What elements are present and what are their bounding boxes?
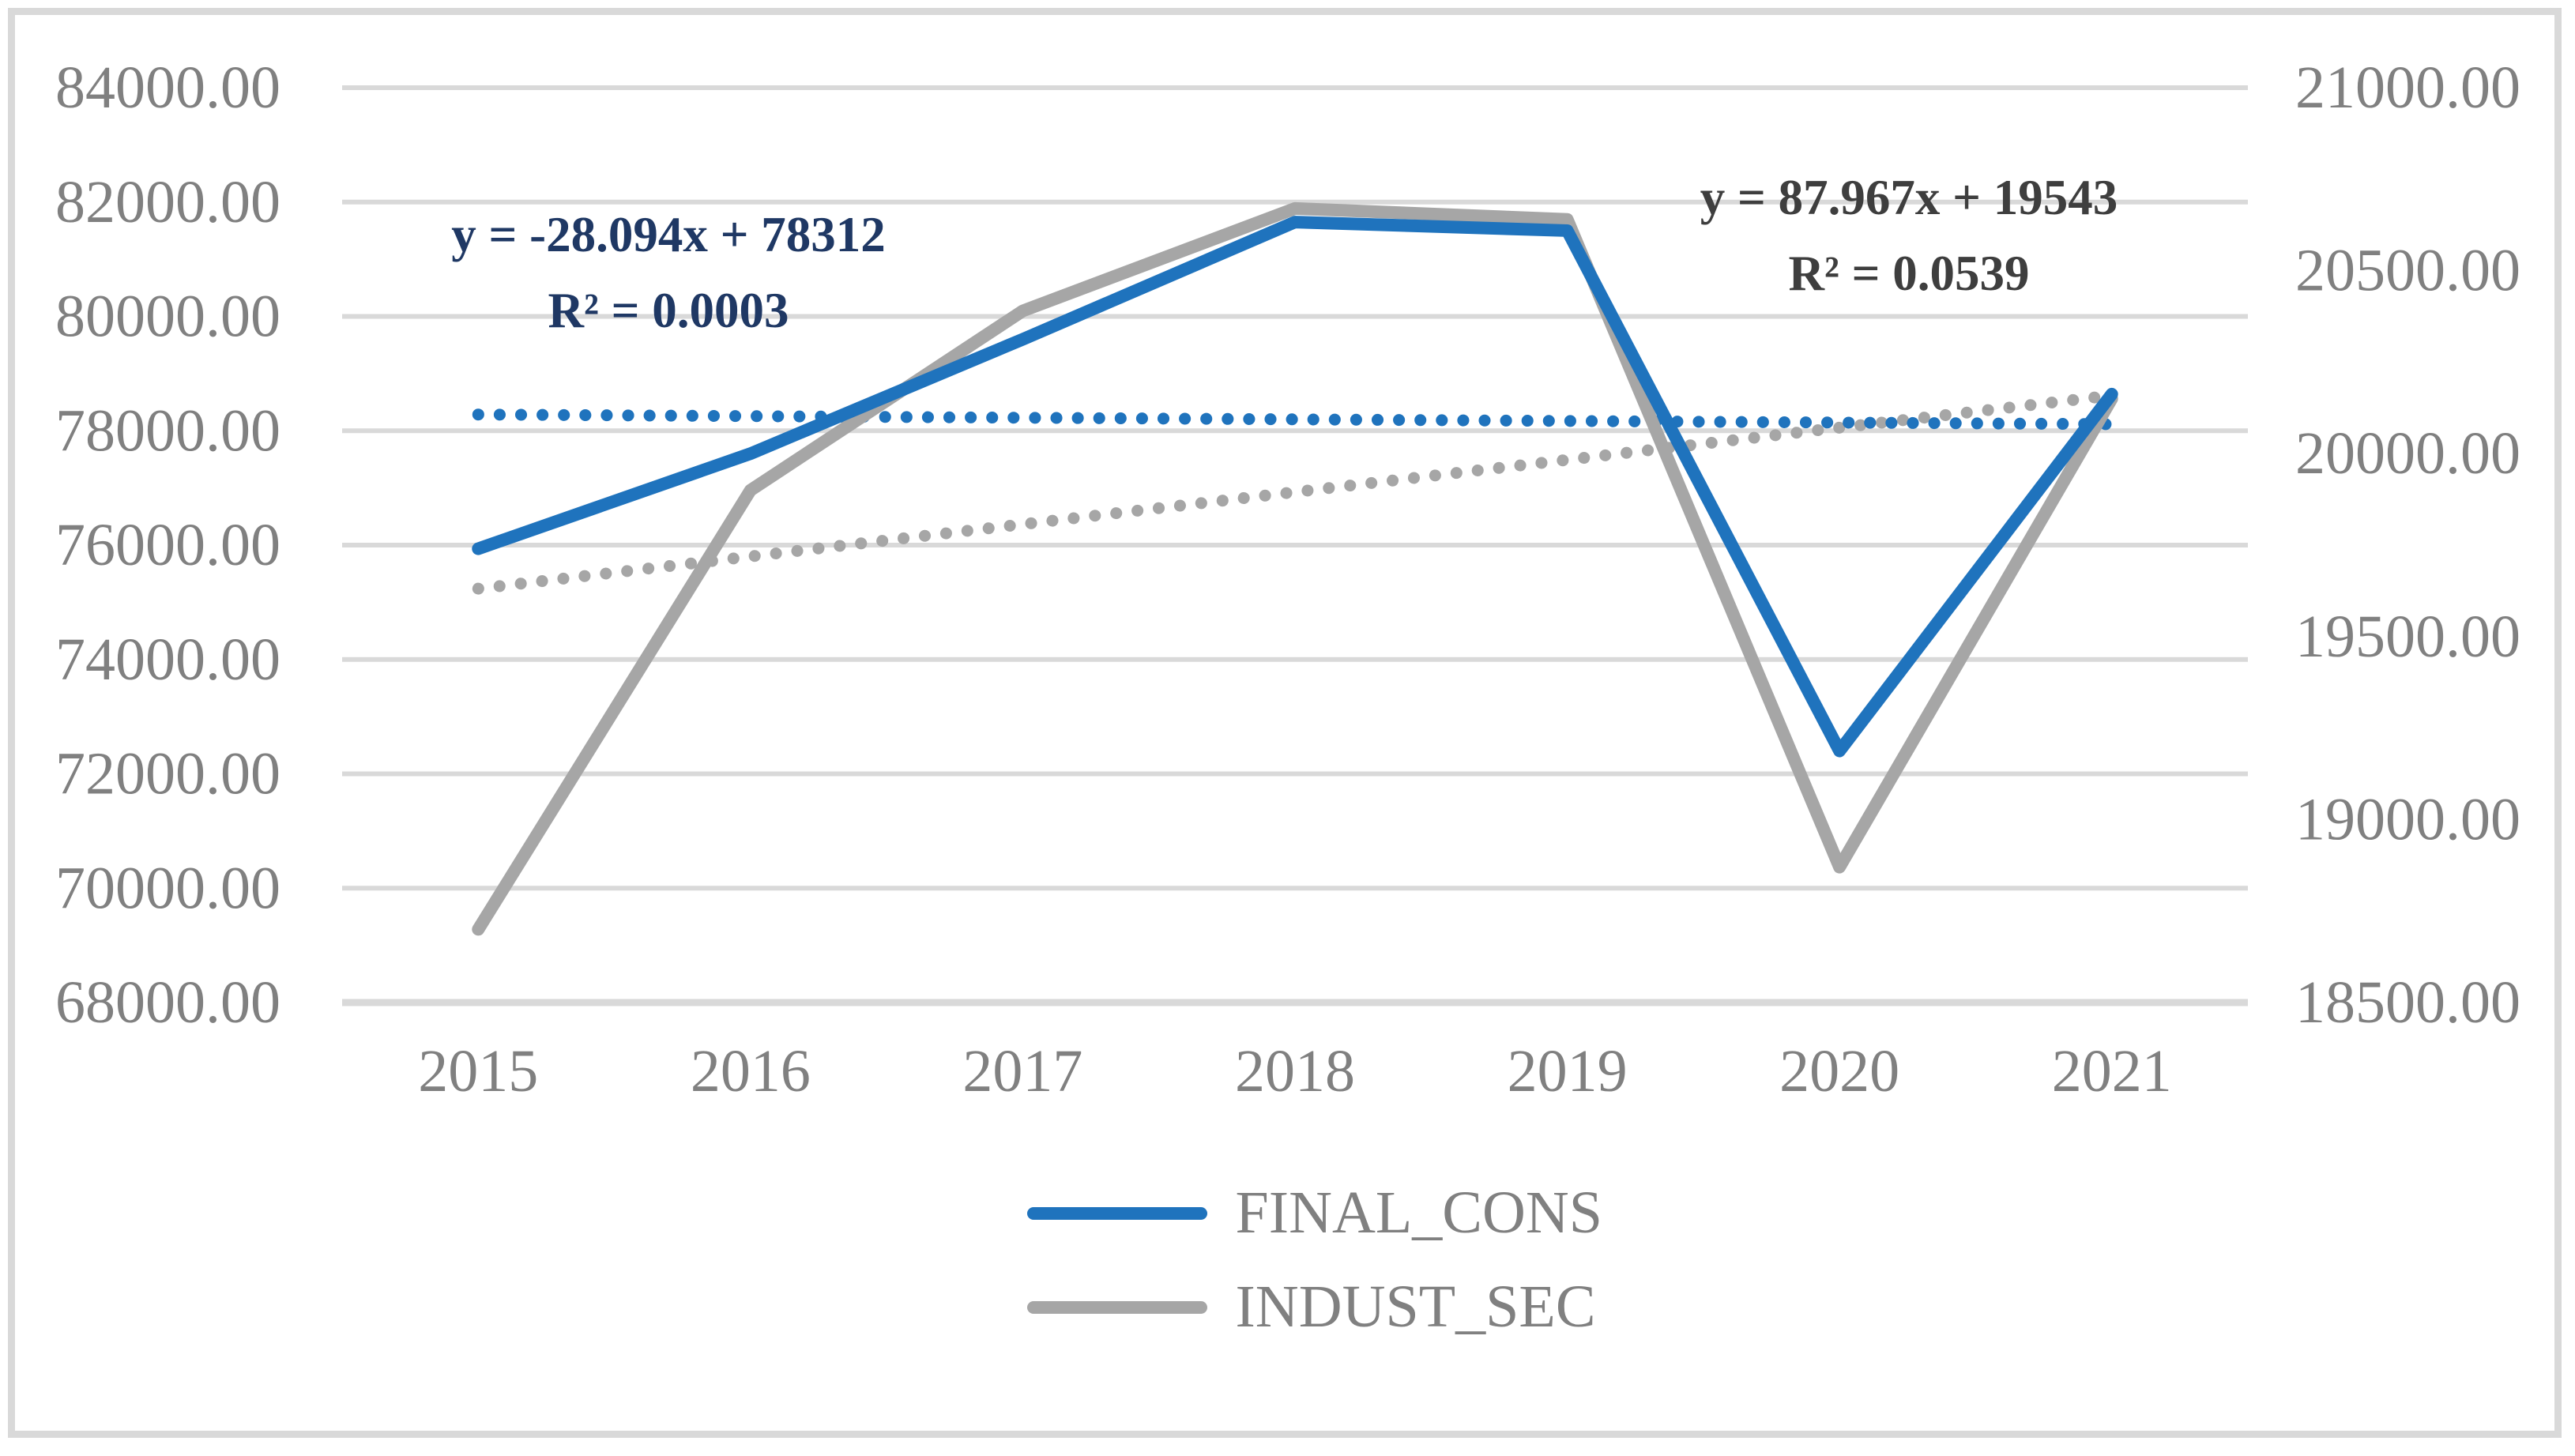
right-axis-tick: 20500.00 — [2295, 238, 2520, 304]
legend-item-final-cons: FINAL_CONS — [1026, 1179, 1602, 1247]
trendline-final-cons — [472, 408, 2118, 431]
left-axis-tick: 70000.00 — [55, 855, 280, 921]
left-axis-tick: 72000.00 — [55, 741, 280, 807]
x-axis-tick: 2016 — [691, 1038, 811, 1104]
chart-legend: FINAL_CONS INDUST_SEC — [0, 1179, 2575, 1341]
r-squared-text: R² = 0.0003 — [548, 283, 789, 338]
left-axis-tick: 82000.00 — [55, 169, 280, 235]
x-axis-tick: 2017 — [962, 1038, 1082, 1104]
r-squared-text: R² = 0.0539 — [1788, 246, 2030, 301]
series-line-indust_sec — [472, 201, 2118, 936]
left-axis-tick: 84000.00 — [55, 55, 280, 121]
legend-label: INDUST_SEC — [1235, 1274, 1596, 1340]
legend-line-swatch-gray — [1026, 1300, 1207, 1314]
right-axis-tick: 19500.00 — [2295, 604, 2520, 670]
x-axis-tick: 2020 — [1779, 1038, 1899, 1104]
trendline-indust-sec — [472, 389, 2118, 595]
x-axis-tick: 2019 — [1508, 1038, 1628, 1104]
left-axis-tick: 76000.00 — [55, 512, 280, 578]
x-axis-tick: 2018 — [1235, 1038, 1355, 1104]
right-axis-tick: 19000.00 — [2295, 786, 2520, 852]
trendline-equation-indust-sec: y = 87.967x + 19543 R² = 0.0539 — [1700, 160, 2118, 311]
legend-item-indust-sec: INDUST_SEC — [1026, 1273, 1596, 1341]
right-axis-tick: 20000.00 — [2295, 420, 2520, 487]
x-axis-tick: 2021 — [2052, 1038, 2172, 1104]
equation-text: y = 87.967x + 19543 — [1700, 170, 2118, 225]
series-line-final_cons — [472, 216, 2118, 758]
legend-label: FINAL_CONS — [1235, 1179, 1603, 1246]
left-axis-tick: 68000.00 — [55, 969, 280, 1036]
right-axis-tick: 18500.00 — [2295, 969, 2520, 1036]
right-axis-tick: 21000.00 — [2295, 55, 2520, 121]
left-axis-tick: 74000.00 — [55, 626, 280, 693]
left-axis-tick: 80000.00 — [55, 284, 280, 350]
equation-text: y = -28.094x + 78312 — [451, 207, 886, 262]
legend-line-swatch-blue — [1026, 1206, 1207, 1220]
chart-frame-border — [8, 8, 2562, 1438]
x-axis-tick: 2015 — [418, 1038, 538, 1104]
left-axis-tick: 78000.00 — [55, 397, 280, 464]
trendline-equation-final-cons: y = -28.094x + 78312 R² = 0.0003 — [451, 197, 886, 348]
